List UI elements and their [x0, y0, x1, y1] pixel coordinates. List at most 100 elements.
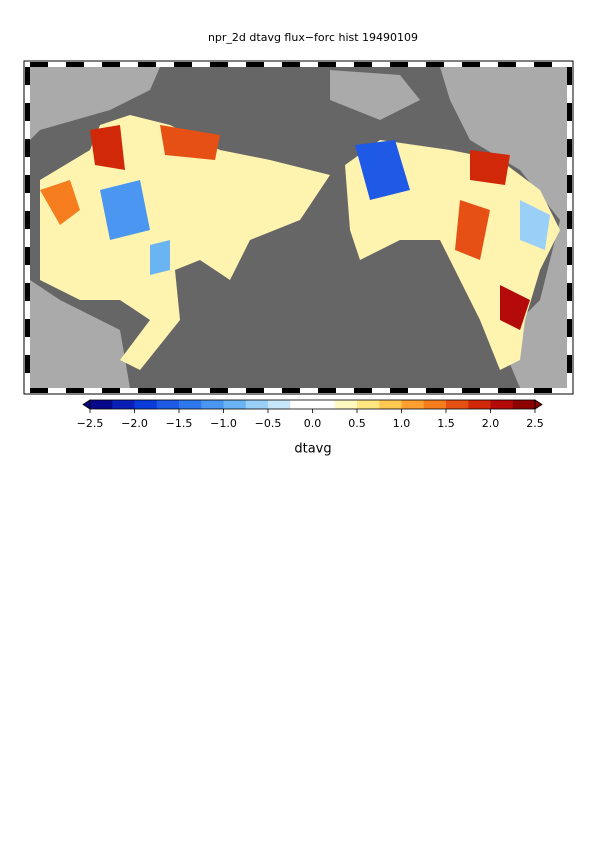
frame-check [138, 388, 156, 393]
frame-check [567, 67, 572, 85]
frame-check [567, 157, 572, 175]
colorbar-swatch [90, 400, 113, 409]
colorbar-swatch [468, 400, 491, 409]
frame-check [25, 85, 30, 103]
frame-check [498, 388, 516, 393]
colorbar-swatch [179, 400, 202, 409]
data-patch [40, 180, 80, 225]
frame-check [25, 157, 30, 175]
frame-check [336, 388, 354, 393]
colorbar-swatch [223, 400, 247, 409]
colorbar-tick-label: 0.5 [348, 417, 366, 430]
colorbar-swatch [401, 400, 425, 409]
data-area [40, 115, 330, 370]
colorbar-tick-label: 1.0 [393, 417, 411, 430]
frame-check [282, 388, 300, 393]
colorbar-tick-label: 0.0 [304, 417, 322, 430]
frame-check [102, 388, 120, 393]
frame-check [25, 103, 30, 121]
frame-check [66, 388, 84, 393]
frame-check [567, 121, 572, 139]
frame-check [567, 103, 572, 121]
frame-check [25, 247, 30, 265]
frame-check [354, 62, 372, 67]
frame-check [426, 388, 444, 393]
colorbar: −2.5 −2.0 −1.5 −1.0 −0.5 0.0 0.5 1.0 1.5 2.0 2.5 [77, 399, 544, 430]
frame-check [462, 388, 480, 393]
colorbar-tick-label: −1.5 [166, 417, 193, 430]
frame-check [462, 62, 480, 67]
colorbar-label: dtavg [294, 442, 331, 457]
frame-check [120, 62, 138, 67]
frame-check [480, 62, 498, 67]
frame-check [480, 388, 498, 393]
frame-check [246, 62, 264, 67]
frame-check [444, 388, 462, 393]
colorbar-tick-label: −2.0 [121, 417, 148, 430]
frame-check [567, 229, 572, 247]
frame-check [567, 139, 572, 157]
frame-check [567, 373, 572, 388]
colorbar-swatch [357, 400, 380, 409]
data-patch [520, 200, 550, 250]
frame-check [174, 388, 192, 393]
frame-check [25, 355, 30, 373]
frame-check [210, 388, 228, 393]
frame-check [138, 62, 156, 67]
colorbar-end [82, 399, 91, 410]
frame-check [354, 388, 372, 393]
frame-check [567, 301, 572, 319]
frame-check [426, 62, 444, 67]
frame-check [567, 193, 572, 211]
colorbar-tick-label: 1.5 [437, 417, 455, 430]
frame-check [25, 301, 30, 319]
land [30, 67, 567, 388]
frame-check [192, 62, 210, 67]
frame-check [25, 373, 30, 388]
frame-check [25, 319, 30, 337]
frame-check [516, 62, 534, 67]
frame-check [336, 62, 354, 67]
data-patch [100, 180, 150, 240]
colorbar-tick-label: 2.0 [482, 417, 500, 430]
colorbar-swatch [446, 400, 469, 409]
frame-check [567, 337, 572, 355]
frame-check [246, 388, 264, 393]
frame-check [25, 283, 30, 301]
colorbar-swatch [156, 400, 180, 409]
frame-check [264, 62, 282, 67]
frame-check [408, 62, 426, 67]
colorbar-swatch [268, 400, 291, 409]
frame-check [552, 62, 567, 67]
frame-check [25, 337, 30, 355]
frame-check [534, 62, 552, 67]
data-patch [470, 150, 510, 185]
frame-check [84, 62, 102, 67]
land-area [30, 280, 130, 388]
colorbar-swatch [245, 400, 269, 409]
colorbar-swatch [334, 400, 358, 409]
frame-check [534, 388, 552, 393]
colorbar-swatch [490, 400, 514, 409]
land-area [30, 67, 160, 140]
frame-check [192, 388, 210, 393]
frame-check [567, 211, 572, 229]
land-area [330, 70, 420, 120]
frame-check [552, 388, 567, 393]
data-patch [150, 240, 170, 275]
frame-check [282, 62, 300, 67]
frame-check [25, 193, 30, 211]
map-title: npr_2d dtavg flux−forc hist 19490109 [208, 31, 418, 44]
data-patch [90, 125, 125, 170]
frame-check [300, 62, 318, 67]
data-patch [500, 285, 530, 330]
frame-check [25, 211, 30, 229]
frame-check [300, 388, 318, 393]
frame-check [228, 62, 246, 67]
frame-check [30, 62, 48, 67]
frame-check [25, 139, 30, 157]
frame-check [66, 62, 84, 67]
frame-check [25, 67, 30, 85]
frame-check [516, 388, 534, 393]
